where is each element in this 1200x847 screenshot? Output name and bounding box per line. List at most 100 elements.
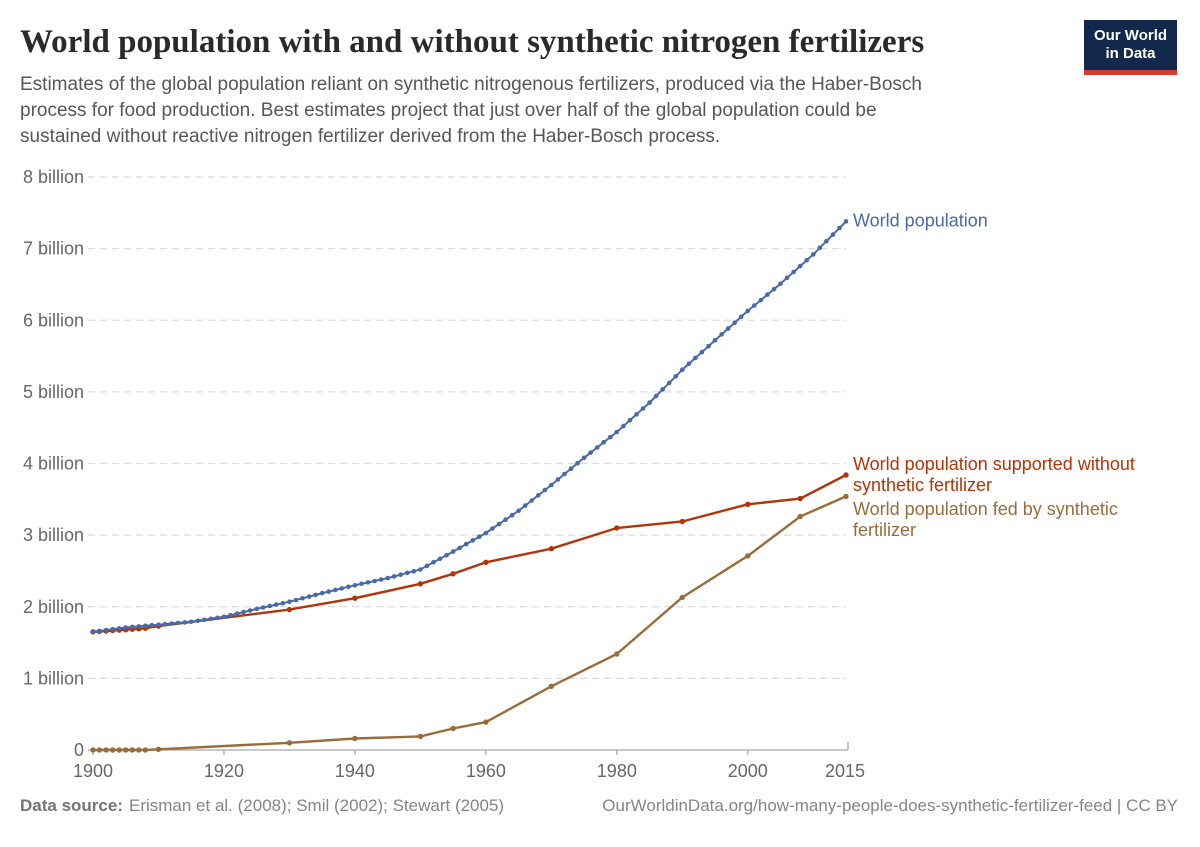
data-source-label: Data source: <box>20 796 123 815</box>
y-axis-tick-label: 4 billion <box>23 454 84 474</box>
data-point-marker <box>752 303 757 308</box>
data-point-marker <box>614 651 620 657</box>
data-point-marker <box>614 525 620 531</box>
data-point-marker <box>725 326 731 331</box>
data-point-marker <box>797 495 803 502</box>
data-point-marker <box>477 534 482 539</box>
data-point-marker <box>313 592 318 598</box>
series-markers-fed-by-fertilizer <box>90 493 849 753</box>
series-line-fed-by-fertilizer <box>93 495 847 752</box>
data-point-marker <box>673 374 679 379</box>
data-point-marker <box>411 568 417 574</box>
x-axis-tick-label: 1980 <box>597 761 637 781</box>
data-point-marker <box>503 517 508 522</box>
data-point-marker <box>352 595 358 601</box>
chart-subtitle: Estimates of the global population relia… <box>20 74 922 147</box>
data-point-marker <box>385 575 391 581</box>
x-axis-tick-label: 2000 <box>728 761 768 781</box>
data-point-marker <box>143 623 148 629</box>
footer-link[interactable]: OurWorldinData.org/how-many-people-does-… <box>602 796 1178 815</box>
data-point-marker <box>149 622 155 628</box>
data-point-marker <box>116 747 122 753</box>
data-point-marker <box>811 252 816 257</box>
data-point-marker <box>719 332 724 337</box>
data-point-marker <box>712 338 718 343</box>
data-point-marker <box>221 614 227 620</box>
data-point-marker <box>319 590 325 596</box>
data-point-marker <box>247 608 253 613</box>
data-point-marker <box>378 577 384 582</box>
data-point-marker <box>784 275 790 281</box>
data-point-marker <box>824 238 829 244</box>
data-point-marker <box>254 606 259 612</box>
data-point-marker <box>496 521 502 527</box>
data-point-marker <box>679 594 685 601</box>
data-point-marker <box>286 606 293 613</box>
data-point-marker <box>738 314 744 320</box>
series-markers-supported-without-fertilizer <box>90 472 849 635</box>
series-label-fed-by-fertilizer: World population fed by synthetic fertil… <box>853 499 1118 540</box>
data-point-marker <box>470 538 476 543</box>
data-point-marker <box>234 611 240 616</box>
data-point-marker <box>608 434 613 440</box>
y-axis-tick-label: 8 billion <box>23 167 84 187</box>
data-point-marker <box>529 498 534 503</box>
data-point-marker <box>155 746 162 752</box>
data-point-marker <box>437 556 443 562</box>
data-point-marker <box>679 518 685 525</box>
data-point-marker <box>450 549 456 554</box>
data-point-marker <box>300 596 305 601</box>
data-point-marker <box>96 747 103 753</box>
data-point-marker <box>457 545 463 551</box>
data-point-marker <box>522 503 528 508</box>
data-point-marker <box>516 508 521 514</box>
data-point-marker <box>699 349 705 355</box>
series-line-supported-without-fertilizer <box>92 473 847 633</box>
data-point-marker <box>758 297 764 303</box>
y-axis-tick-label: 2 billion <box>23 597 84 617</box>
data-point-marker <box>732 320 737 326</box>
data-point-marker <box>110 626 115 632</box>
data-point-marker <box>359 581 364 587</box>
data-point-marker <box>372 578 377 584</box>
data-point-marker <box>130 624 135 630</box>
y-axis-tick-label: 7 billion <box>23 239 84 259</box>
owid-logo: Our World in Data <box>1084 20 1177 75</box>
data-point-marker <box>136 747 142 753</box>
series-label-supported-without-fertilizer: World population supported without synth… <box>853 454 1135 495</box>
data-point-marker <box>804 257 809 263</box>
data-point-marker <box>843 472 849 478</box>
data-point-marker <box>208 616 214 622</box>
data-point-marker <box>417 733 424 740</box>
data-point-marker <box>215 615 220 621</box>
data-point-marker <box>660 387 665 392</box>
data-point-marker <box>843 219 849 224</box>
data-point-marker <box>693 355 698 361</box>
data-point-marker <box>188 619 194 625</box>
data-point-marker <box>129 747 135 753</box>
data-point-marker <box>306 594 312 599</box>
data-point-marker <box>326 589 332 594</box>
y-axis-tick-label: 6 billion <box>23 310 84 330</box>
x-axis-tick-label: 2015 <box>825 761 865 781</box>
data-point-marker <box>647 400 652 405</box>
data-point-marker <box>653 393 659 399</box>
data-point-marker <box>562 471 567 477</box>
data-point-marker <box>142 747 149 753</box>
data-point-marker <box>791 269 796 275</box>
x-axis-tick-label: 1960 <box>466 761 506 781</box>
data-point-marker <box>90 629 96 635</box>
data-point-marker <box>123 625 128 630</box>
data-point-marker <box>267 603 273 609</box>
data-point-marker <box>274 602 279 607</box>
data-point-marker <box>169 621 174 626</box>
data-point-marker <box>686 361 692 367</box>
data-point-marker <box>542 487 548 493</box>
data-point-marker <box>490 526 495 531</box>
data-point-marker <box>621 423 626 429</box>
data-point-marker <box>365 580 371 585</box>
data-point-marker <box>666 380 672 386</box>
data-point-marker <box>771 286 777 292</box>
data-point-marker <box>156 622 161 627</box>
